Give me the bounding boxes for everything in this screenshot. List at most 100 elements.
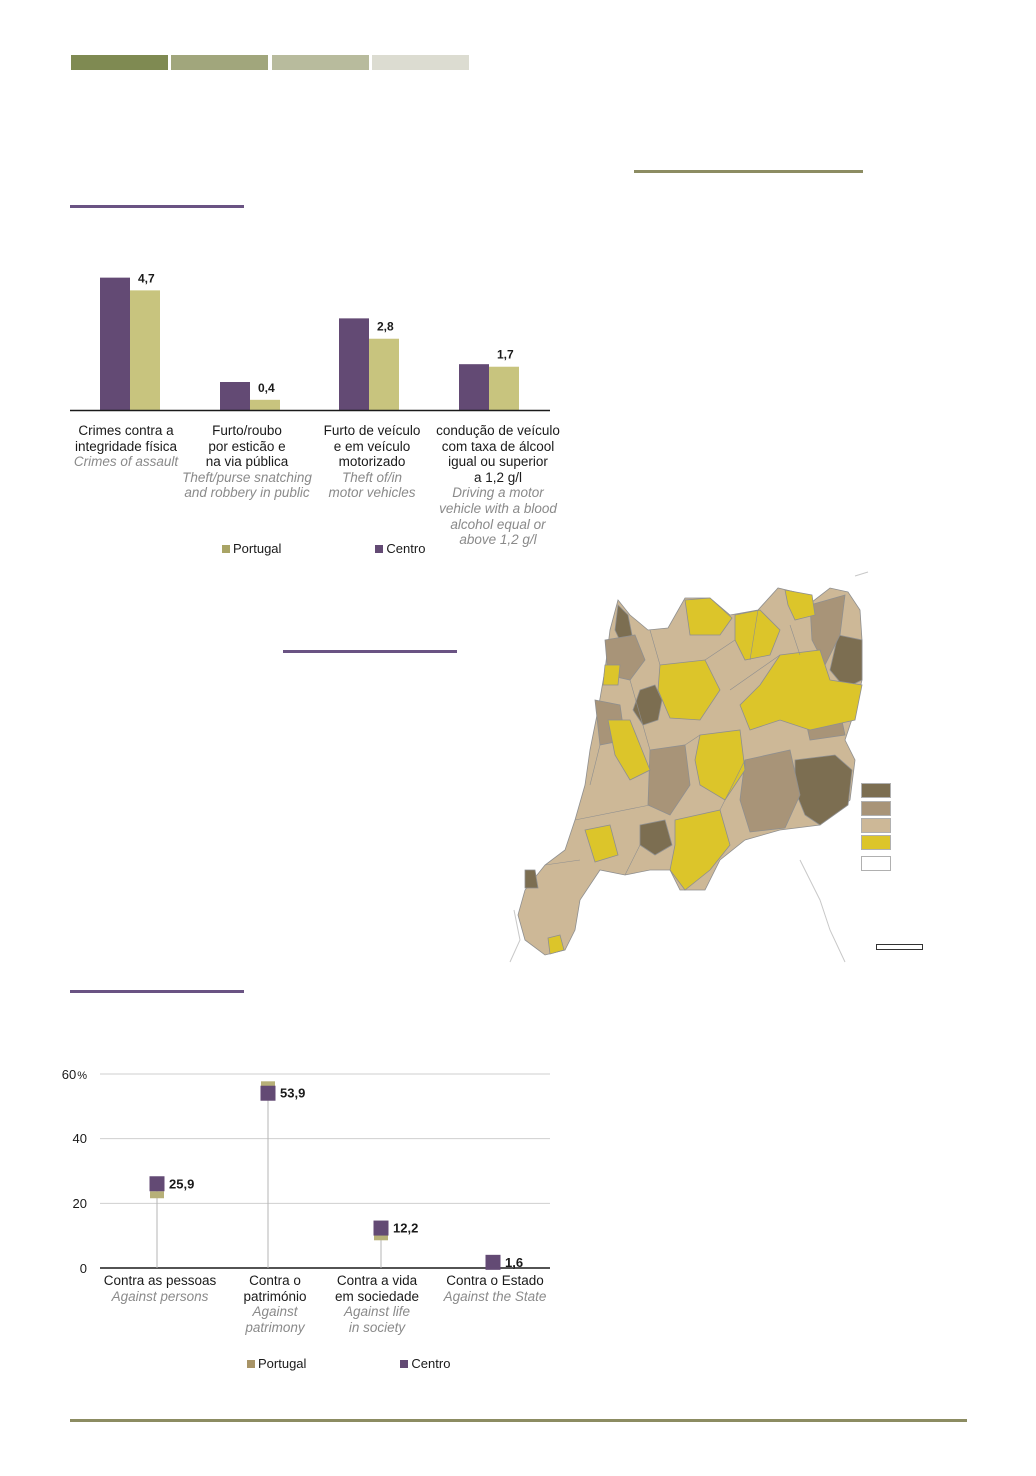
- header-segment-3: [272, 55, 369, 70]
- category-line-en: Against the State: [443, 1288, 547, 1304]
- bar-category-1: Crimes contra a integridade física Crimes …: [56, 423, 196, 470]
- bar-legend-centro: Centro: [375, 541, 425, 556]
- header-segment-1: [71, 55, 168, 70]
- cat2-pt: Furto/roubo por esticão e na via pública: [177, 423, 317, 470]
- map-border-line-ne: [854, 571, 869, 577]
- y-tick-0: 0: [57, 1261, 87, 1276]
- category-line: motorizado: [338, 454, 406, 470]
- category-line-en: motor vehicles: [328, 485, 416, 501]
- category-line-en: Theft/purse snatching: [182, 469, 312, 485]
- lollipop-data-label: 12,2: [393, 1221, 418, 1236]
- cat3-en: Theft of/in motor vehicles: [302, 470, 442, 501]
- footer-rule: [70, 1419, 967, 1422]
- section-rule-olive: [634, 170, 863, 173]
- lol-legend-portugal: Portugal: [247, 1356, 306, 1371]
- lcat1-en: Against persons: [90, 1289, 230, 1305]
- map-legend-class-4: [861, 835, 891, 850]
- category-line-en: above 1,2 g/l: [459, 532, 537, 548]
- lcat3-pt: Contra a vida em sociedade: [307, 1273, 447, 1304]
- bar-category-4: condução de veículo com taxa de álcool igu…: [428, 423, 568, 548]
- category-line: Contra a vida: [336, 1273, 418, 1288]
- lcat3-en: Against life in society: [307, 1304, 447, 1335]
- y-tick-0-label: 0: [79, 1261, 87, 1276]
- bar-category-2: Furto/roubo por esticão e na via pública Th…: [177, 423, 317, 501]
- category-line: património: [243, 1288, 307, 1304]
- bar-chart-1: 4,7 0,4 2,8 1,7: [70, 271, 550, 412]
- category-line: a 1,2 g/l: [473, 469, 523, 485]
- marker-portugal: [261, 1081, 275, 1089]
- bar-portugal: [130, 290, 160, 410]
- marker-centro: [373, 1220, 389, 1236]
- map-region-yellow-9: [584, 824, 619, 863]
- y-tick-40: 40: [57, 1131, 87, 1146]
- map-region-mid-2: [809, 594, 846, 666]
- category-line: integridade física: [74, 438, 178, 454]
- category-line: e em veículo: [333, 438, 411, 454]
- category-line: Crimes contra a: [78, 423, 174, 438]
- lol-category-1: Contra as pessoas Against persons: [90, 1273, 230, 1304]
- map-region-yellow-1: [684, 597, 733, 636]
- map-region-yellow-8: [607, 719, 651, 781]
- lol-legend: Portugal Centro: [247, 1356, 538, 1371]
- bar-legend: Portugal Centro: [222, 541, 513, 556]
- lollipop-data-label: 53,9: [280, 1086, 305, 1101]
- lol-legend-portugal-label: Portugal: [258, 1356, 307, 1371]
- bar-portugal: [489, 366, 519, 410]
- category-line-en: in society: [348, 1319, 406, 1335]
- bar-centro: [220, 382, 250, 410]
- category-line-en: Theft of/in: [341, 469, 403, 485]
- map-region-dark-5: [639, 819, 673, 856]
- category-line: com taxa de álcool: [441, 438, 555, 454]
- marker-portugal: [150, 1191, 164, 1199]
- section-rule-purple-3: [70, 990, 244, 993]
- map-legend-class-2: [861, 801, 891, 816]
- map-region-yellow-11: [547, 934, 565, 955]
- category-line: Contra as pessoas: [103, 1273, 217, 1288]
- cat2-en: Theft/purse snatching and robbery in publ…: [177, 470, 317, 501]
- map-scale-bar-box: [876, 944, 923, 950]
- category-line-en: Against persons: [111, 1288, 209, 1304]
- cat3-pt: Furto de veículo e em veículo motorizado: [302, 423, 442, 470]
- marker-portugal: [374, 1233, 388, 1241]
- category-line-en: Crimes of assault: [73, 454, 179, 470]
- section-rule-purple-2: [283, 650, 457, 653]
- category-line: igual ou superior: [448, 454, 548, 470]
- cat4-en: Driving a motor vehicle with a blood alcoh…: [428, 485, 568, 547]
- lol-category-3: Contra a vida em sociedade Against life in …: [307, 1273, 447, 1335]
- category-line: Furto/roubo: [212, 423, 282, 438]
- category-line-en: Driving a motor: [452, 485, 544, 501]
- y-tick-60: 60%: [57, 1067, 87, 1082]
- bar-legend-portugal: Portugal: [222, 541, 281, 556]
- lol-category-4: Contra o Estado Against the State: [425, 1273, 565, 1304]
- lcat1-pt: Contra as pessoas: [90, 1273, 230, 1289]
- bar-legend-centro-label: Centro: [386, 541, 426, 556]
- lol-centro-swatch: [400, 1359, 409, 1368]
- lol-legend-centro-label: Centro: [411, 1356, 451, 1371]
- lollipop-data-label: 25,9: [169, 1176, 194, 1191]
- section-rule-purple-1: [70, 205, 244, 208]
- map-legend-class-1: [861, 783, 891, 798]
- map-region-dark-6: [524, 869, 539, 889]
- centro-swatch: [375, 544, 384, 553]
- bar-centro: [339, 318, 369, 410]
- cat4-pt: condução de veículo com taxa de álcool igu…: [428, 423, 568, 485]
- category-line-en: Against life: [343, 1304, 411, 1320]
- category-line-en: vehicle with a blood: [439, 500, 557, 516]
- category-line: condução de veículo: [436, 423, 560, 438]
- cat1-en: Crimes of assault: [56, 454, 196, 470]
- lcat2-pt: Contra o património: [205, 1273, 345, 1304]
- y-tick-60-label: 60: [61, 1067, 77, 1082]
- category-line-en: patrimony: [245, 1319, 305, 1335]
- category-line: por esticão e: [208, 438, 286, 454]
- marker-centro: [260, 1085, 276, 1101]
- portugal-swatch: [222, 544, 230, 553]
- map-region-yellow-4: [739, 649, 863, 731]
- cat1-pt: Crimes contra a integridade física: [56, 423, 196, 454]
- bar-data-label: 4,7: [138, 271, 155, 285]
- lcat2-en: Against patrimony: [205, 1304, 345, 1335]
- map-legend-class-5: [861, 856, 891, 871]
- category-line-en: alcohol equal or: [450, 516, 546, 532]
- bar-category-3: Furto de veículo e em veículo motorizado Th…: [302, 423, 442, 501]
- header-segment-2: [171, 55, 268, 70]
- category-line-en: Against: [252, 1304, 298, 1320]
